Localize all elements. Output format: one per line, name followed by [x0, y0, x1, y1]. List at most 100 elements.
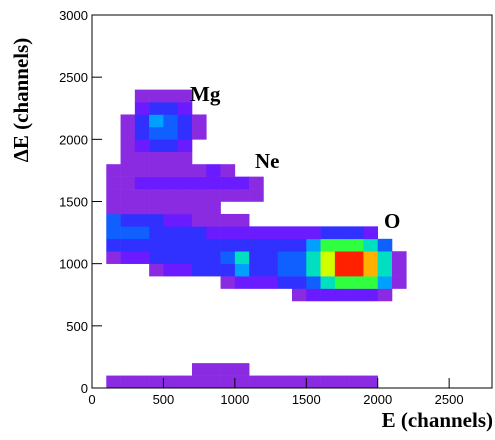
heatmap-cell: [106, 313, 121, 326]
heatmap-cell: [392, 102, 407, 115]
heatmap-cell: [234, 189, 250, 202]
heatmap-cell: [106, 152, 121, 165]
heatmap-cell: [378, 363, 393, 376]
heatmap-cell: [321, 90, 336, 103]
heatmap-cell: [378, 301, 393, 314]
heatmap-cell: [120, 176, 136, 190]
heatmap-cell: [149, 89, 164, 103]
heatmap-cell: [306, 177, 321, 190]
heatmap-cell: [292, 263, 307, 277]
heatmap-cell: [278, 102, 293, 115]
heatmap-cell: [306, 226, 321, 240]
heatmap-cell: [220, 263, 236, 277]
heatmap-cell: [392, 127, 407, 140]
heatmap-cell: [278, 164, 293, 177]
heatmap-cell: [263, 114, 278, 127]
heatmap-cell: [149, 251, 164, 264]
heatmap-cell: [92, 351, 107, 364]
heatmap-cell: [349, 338, 364, 351]
heatmap-cell: [221, 351, 236, 364]
heatmap-cell: [135, 276, 150, 289]
heatmap-cell: [306, 152, 321, 165]
heatmap-cell: [234, 276, 250, 289]
heatmap-cell: [106, 351, 121, 364]
heatmap-cell: [363, 288, 379, 302]
heatmap-cell: [292, 189, 307, 202]
heatmap-cell: [220, 226, 236, 240]
heatmap-cell: [335, 114, 350, 127]
x-tick-label: 0: [88, 392, 95, 407]
heatmap-cell: [335, 102, 350, 115]
heatmap-cell: [121, 313, 136, 326]
heatmap-cell: [121, 102, 136, 115]
heatmap-cell: [177, 114, 193, 128]
heatmap-cell: [392, 164, 407, 177]
heatmap-cell: [92, 127, 107, 140]
heatmap-cell: [234, 363, 250, 376]
heatmap-cell: [177, 238, 193, 252]
heatmap-cell: [121, 289, 136, 302]
heatmap-cell: [334, 288, 350, 302]
heatmap-cell: [106, 276, 121, 289]
x-tick-label: 1000: [220, 392, 249, 407]
y-tick-label: 1000: [59, 257, 88, 272]
heatmap-cell: [277, 276, 293, 289]
heatmap-cell: [235, 289, 250, 302]
heatmap-cell: [263, 289, 278, 302]
heatmap-cell: [306, 338, 321, 351]
heatmap-cell: [177, 375, 193, 389]
heatmap-cell: [363, 202, 378, 215]
heatmap-cell: [263, 177, 278, 190]
heatmap-cell: [220, 375, 236, 389]
heatmap-cell: [163, 238, 179, 252]
heatmap-cell: [235, 326, 250, 339]
heatmap-cell: [192, 139, 207, 152]
heatmap-cell: [378, 164, 393, 177]
heatmap-cell: [149, 263, 164, 277]
heatmap-cell: [292, 288, 307, 302]
heatmap-cell: [192, 176, 207, 190]
heatmap-cell: [349, 251, 364, 264]
heatmap-cell: [249, 289, 264, 302]
heatmap-cell: [92, 239, 107, 252]
heatmap-cell: [121, 90, 136, 103]
heatmap-cell: [120, 238, 136, 252]
heatmap-cell: [249, 301, 264, 314]
heatmap-cell: [135, 264, 150, 277]
heatmap-cell: [235, 202, 250, 215]
heatmap-cell: [292, 164, 307, 177]
heatmap-cell: [192, 326, 207, 339]
heatmap-cell: [220, 363, 236, 376]
heatmap-cell: [335, 363, 350, 376]
heatmap-cell: [134, 238, 150, 252]
heatmap-cell: [320, 288, 336, 302]
heatmap-cell: [263, 338, 278, 351]
heatmap-cell: [192, 152, 207, 165]
heatmap-cell: [192, 189, 207, 202]
heatmap-cell: [392, 263, 407, 277]
heatmap-cell: [220, 276, 236, 289]
heatmap-cell: [263, 276, 279, 289]
heatmap-cell: [206, 201, 221, 215]
heatmap-cell: [177, 226, 193, 240]
heatmap-cell: [134, 102, 150, 115]
heatmap-cell: [134, 189, 150, 202]
heatmap-cell: [221, 338, 236, 351]
heatmap-cell: [292, 238, 307, 252]
heatmap-cell: [163, 276, 178, 289]
heatmap-cell: [378, 127, 393, 140]
heatmap-cell: [134, 251, 150, 264]
heatmap-cell: [263, 90, 278, 103]
heatmap-cell: [292, 90, 307, 103]
heatmap-cell: [120, 164, 136, 177]
heatmap-cell: [221, 90, 236, 103]
heatmap-cell: [92, 226, 107, 239]
heatmap-cell: [106, 375, 121, 389]
heatmap-cell: [163, 102, 179, 115]
heatmap-cell: [278, 114, 293, 127]
heatmap-cell: [349, 214, 364, 227]
heatmap-cell: [278, 351, 293, 364]
heatmap-cell: [149, 213, 164, 227]
heatmap-cell: [149, 289, 164, 302]
x-tick-label: 1500: [292, 392, 321, 407]
